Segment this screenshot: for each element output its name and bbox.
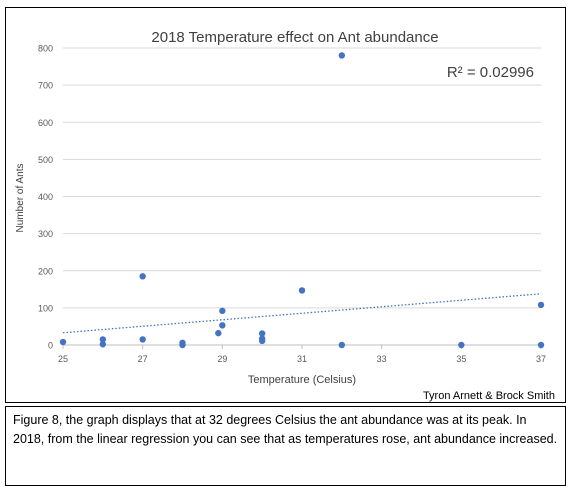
x-tick-label: 31 [297,354,307,364]
data-point [338,52,346,59]
y-tick-label: 500 [38,155,53,165]
data-point [219,322,226,329]
data-point [258,330,266,337]
data-point [215,329,222,337]
chart-frame: 0 100 200 300 400 500 600 700 800 25 27 29 31 33 35 37 … [5,7,566,403]
trendline-group [62,293,542,334]
data-point [458,341,465,349]
chart-title: 2018 Temperature effect on Ant abundance [151,29,438,46]
x-tick-label: 29 [217,354,227,364]
data-point [338,341,346,349]
x-tick-label: 25 [58,354,68,364]
credit-text: Tyron Arnett & Brock Smith [423,390,555,402]
y-tick-label: 800 [38,44,53,54]
data-point [139,273,146,280]
caption-text: Figure 8, the graph displays that at 32 … [13,413,558,446]
x-tick-label: 33 [377,354,387,364]
data-point [99,341,107,348]
y-tick-label: 200 [38,266,53,276]
y-axis-label: Number of Ants [15,164,26,233]
data-point [179,341,186,349]
x-axis-label: Temperature (Celsius) [248,374,356,386]
y-tick-label: 400 [38,192,53,202]
tick-labels: 0 100 200 300 400 500 600 700 800 25 27 29 31 33 35 37 [38,44,546,365]
data-point [537,301,545,309]
x-tick-label: 37 [536,354,546,364]
data-points [59,52,545,349]
y-tick-label: 600 [38,118,53,128]
data-point [219,307,226,315]
data-point [298,287,306,294]
y-tick-label: 700 [38,81,53,91]
y-tick-label: 100 [38,303,53,313]
linear-trendline [62,293,542,334]
data-point [537,341,545,349]
data-point [139,336,146,343]
y-tick-label: 300 [38,229,53,239]
data-point [258,337,266,345]
x-tick-label: 27 [138,354,148,364]
figure-caption: Figure 8, the graph displays that at 32 … [5,406,566,486]
y-tick-label: 0 [48,341,53,351]
x-tick-label: 35 [456,354,466,364]
data-point [99,336,107,343]
gridlines [62,47,542,349]
r-squared-annotation: R² = 0.02996 [447,64,534,81]
data-point [59,338,67,346]
